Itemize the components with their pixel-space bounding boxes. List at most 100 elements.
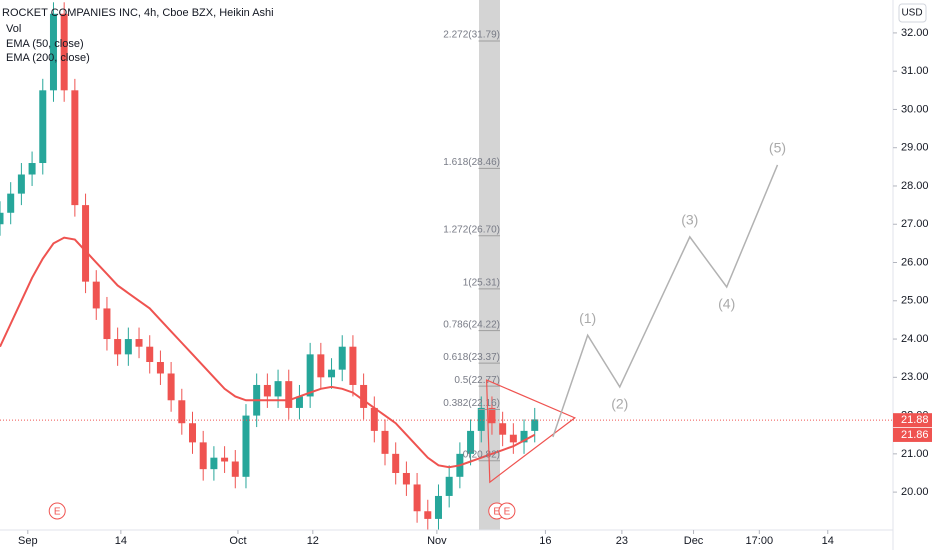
candle-body: [488, 407, 496, 424]
event-label: E: [504, 507, 511, 518]
fib-label: 1.272(26.70): [443, 224, 500, 235]
y-tick-label: 32.00: [901, 27, 929, 39]
candle-body: [39, 90, 47, 164]
candle-body: [306, 354, 314, 397]
y-tick-label: 27.00: [901, 218, 929, 230]
candle-body: [71, 90, 79, 206]
candle-body: [0, 212, 4, 225]
candle-body: [434, 495, 442, 519]
candle-body: [445, 476, 453, 496]
ema-line: [0, 236, 536, 469]
highlight-band: [479, 0, 500, 530]
x-tick-label: Dec: [684, 535, 704, 547]
event-marker: [48, 502, 66, 520]
fib-label: 0.618(23.37): [443, 352, 500, 363]
wave-label: (2): [611, 396, 628, 412]
price-tag-label: 21.86: [901, 429, 929, 441]
candle-body: [114, 339, 122, 355]
event-marker: [498, 502, 516, 520]
x-tick-label: 17:00: [746, 535, 774, 547]
wave-label: (5): [769, 140, 786, 156]
fib-label: 1.618(28.46): [443, 157, 500, 168]
x-tick-label: Sep: [18, 535, 38, 547]
candle-body: [285, 381, 293, 408]
x-tick-label: 14: [115, 535, 127, 547]
candle-body: [103, 308, 111, 340]
y-tick-label: 30.00: [901, 103, 929, 115]
candle-body: [509, 434, 517, 443]
event-label: E: [493, 507, 500, 518]
x-tick-label: 12: [307, 535, 319, 547]
candle-body: [349, 346, 357, 385]
chart-title: ROCKET COMPANIES INC, 4h, Cboe BZX, Heik…: [2, 7, 274, 19]
y-tick-label: 26.00: [901, 256, 929, 268]
fib-label: 0.786(24.22): [443, 319, 500, 330]
x-tick-label: Nov: [427, 535, 447, 547]
wave-label: (1): [579, 310, 596, 326]
candle-body: [189, 423, 197, 443]
fib-label: 0.5(22.77): [454, 375, 500, 386]
y-tick-label: 28.00: [901, 180, 929, 192]
candle-body: [402, 472, 410, 485]
x-tick-label: 14: [822, 535, 834, 547]
candle-body: [328, 369, 336, 378]
price-tag-label: 21.88: [901, 414, 929, 426]
currency: USD: [901, 8, 922, 19]
candle-body: [199, 442, 207, 470]
fib-label: 0.382(22.16): [443, 398, 500, 409]
candle-body: [381, 430, 389, 454]
candle-body: [499, 423, 507, 435]
plot-area: 2.272(31.79) 1.618(28.46) 1.272(26.70) 1(25…: [0, 2, 786, 530]
candle-body: [156, 362, 164, 374]
legend-item: Vol: [6, 23, 21, 35]
candle-body: [178, 400, 186, 424]
candle-body: [92, 281, 100, 309]
candle-body: [360, 384, 368, 408]
candle-body: [477, 407, 485, 431]
candle-body: [338, 346, 346, 370]
candle-body: [82, 205, 90, 282]
x-tick-label: 23: [616, 535, 628, 547]
currency-box: [898, 3, 927, 23]
candle-body: [424, 511, 432, 519]
y-tick-label: 23.00: [901, 371, 929, 383]
fib-label: 0(20.82): [463, 449, 500, 460]
candle-body: [242, 415, 250, 477]
x-tick-label: 16: [539, 535, 551, 547]
candle-body: [135, 339, 143, 347]
candle-body: [531, 419, 539, 431]
candle-body: [274, 381, 282, 397]
candle-body: [231, 461, 239, 477]
candle-body: [520, 430, 528, 443]
y-tick-label: 29.00: [901, 142, 929, 154]
candle-body: [49, 13, 57, 91]
legend-item: EMA (50, close): [6, 38, 84, 50]
candle-body: [221, 457, 229, 462]
y-tick-label: 31.00: [901, 65, 929, 77]
wave-label: (3): [681, 212, 698, 228]
wave-label: (4): [718, 296, 735, 312]
legend-item: EMA (200, close): [6, 52, 90, 64]
wave-line: [552, 164, 779, 438]
candle-body: [413, 484, 421, 512]
price-tag: [893, 427, 932, 442]
candle-body: [28, 163, 36, 175]
candle-body: [210, 457, 218, 470]
candle-body: [392, 453, 400, 473]
candle-body: [295, 396, 303, 408]
y-tick-label: 24.00: [901, 333, 929, 345]
y-tick-label: 20.00: [901, 486, 929, 498]
candle-body: [60, 13, 68, 91]
candle-body: [17, 174, 25, 194]
candle-body: [263, 384, 271, 397]
event-label: E: [54, 507, 61, 518]
candle-body: [467, 430, 475, 454]
y-tick-label: 21.00: [901, 448, 929, 460]
x-tick-label: Oct: [229, 535, 246, 547]
fib-label: 2.272(31.79): [443, 30, 500, 41]
candle-body: [7, 193, 15, 213]
candle-body: [146, 346, 154, 363]
candle-body: [317, 354, 325, 378]
